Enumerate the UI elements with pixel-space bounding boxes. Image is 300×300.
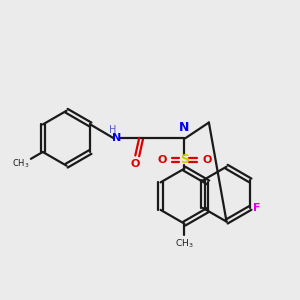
- Text: O: O: [130, 159, 140, 169]
- Text: N: N: [112, 133, 121, 143]
- Text: CH$_3$: CH$_3$: [175, 237, 194, 250]
- Text: O: O: [202, 155, 211, 165]
- Text: CH$_3$: CH$_3$: [12, 158, 30, 170]
- Text: H: H: [109, 125, 116, 135]
- Text: F: F: [253, 203, 261, 213]
- Text: N: N: [179, 121, 190, 134]
- Text: O: O: [157, 155, 167, 165]
- Text: S: S: [180, 153, 189, 166]
